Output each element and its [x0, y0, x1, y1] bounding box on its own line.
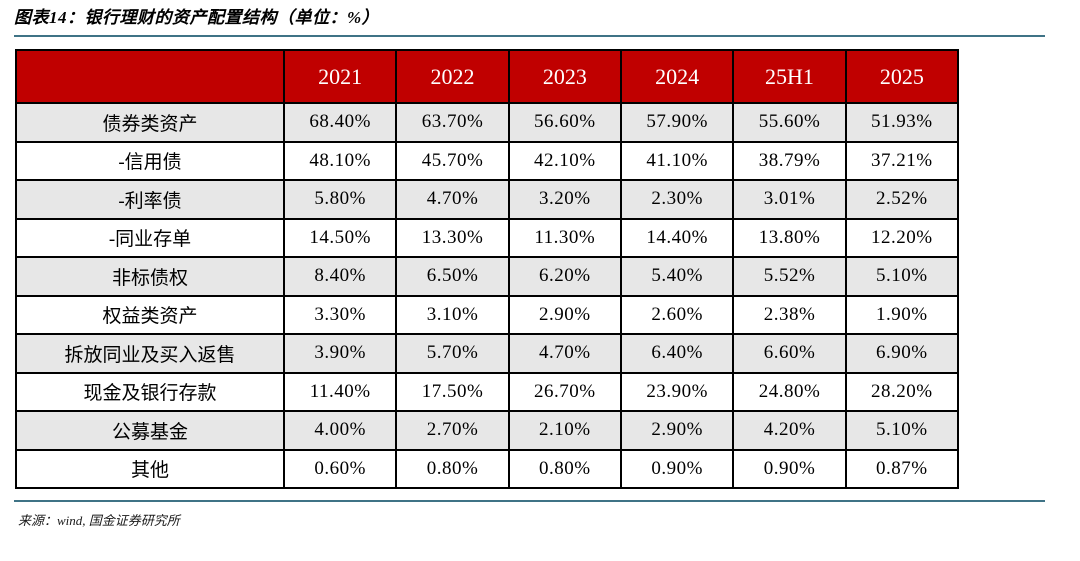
figure-title: 图表14：银行理财的资产配置结构（单位：%）	[14, 8, 380, 27]
value-cell: 5.40%	[619, 256, 735, 297]
asset-row: 其他 0.60% 0.80% 0.80% 0.90% 0.90% 0.87%	[15, 448, 960, 489]
year-header-cell: 2024	[619, 49, 735, 104]
asset-row: -同业存单 14.50% 13.30% 11.30% 14.40% 13.80% 12.20…	[15, 217, 960, 258]
value-cell: 63.70%	[395, 102, 510, 143]
value-cell: 11.30%	[507, 217, 622, 258]
value-cell: 6.90%	[844, 333, 960, 374]
value-cell: 6.40%	[619, 333, 735, 374]
value-cell: 8.40%	[282, 256, 398, 297]
header-row: 2021 2022 2023 2024 25H1 2025	[15, 49, 960, 104]
asset-row: -利率债 5.80% 4.70% 3.20% 2.30% 3.01% 2.52%	[15, 179, 960, 220]
value-cell: 3.01%	[732, 179, 847, 220]
value-cell: 26.70%	[507, 371, 622, 412]
value-cell: 13.30%	[395, 217, 510, 258]
asset-label-cell: 权益类资产	[15, 294, 285, 335]
value-cell: 5.80%	[282, 179, 398, 220]
value-cell: 57.90%	[619, 102, 735, 143]
value-cell: 5.10%	[844, 410, 960, 451]
footer-divider	[14, 500, 1045, 502]
year-header-cell: 2021	[282, 49, 398, 104]
asset-label-cell: 现金及银行存款	[15, 371, 285, 412]
value-cell: 14.40%	[619, 217, 735, 258]
value-cell: 6.50%	[395, 256, 510, 297]
asset-label-cell: 拆放同业及买入返售	[15, 333, 285, 374]
asset-label-cell: 其他	[15, 448, 285, 489]
value-cell: 0.90%	[619, 448, 735, 489]
asset-row: -信用债 48.10% 45.70% 42.10% 41.10% 38.79% 37.21%	[15, 140, 960, 181]
asset-row: 现金及银行存款 11.40% 17.50% 26.70% 23.90% 24.80% 28.…	[15, 371, 960, 412]
value-cell: 3.30%	[282, 294, 398, 335]
year-header-cell: 25H1	[732, 49, 847, 104]
value-cell: 4.20%	[732, 410, 847, 451]
value-cell: 2.30%	[619, 179, 735, 220]
year-header-cell: 2025	[844, 49, 960, 104]
table-body: 债券类资产 68.40% 63.70% 56.60% 57.90% 55.60% 51.93…	[15, 102, 960, 489]
value-cell: 13.80%	[732, 217, 847, 258]
value-cell: 3.20%	[507, 179, 622, 220]
value-cell: 2.90%	[619, 410, 735, 451]
title-divider	[14, 35, 1045, 37]
asset-row: 债券类资产 68.40% 63.70% 56.60% 57.90% 55.60% 51.93…	[15, 102, 960, 143]
value-cell: 4.70%	[395, 179, 510, 220]
value-cell: 2.60%	[619, 294, 735, 335]
table-header: 2021 2022 2023 2024 25H1 2025	[15, 49, 960, 104]
value-cell: 5.70%	[395, 333, 510, 374]
asset-allocation-table: 2021 2022 2023 2024 25H1 2025 债券类资产 68.40% 63.7…	[15, 49, 960, 489]
asset-label-cell: 非标债权	[15, 256, 285, 297]
value-cell: 28.20%	[844, 371, 960, 412]
report-figure: 图表14：银行理财的资产配置结构（单位：%） 2021 2022 2023 2024 2…	[0, 8, 1080, 561]
asset-row: 权益类资产 3.30% 3.10% 2.90% 2.60% 2.38% 1.90%	[15, 294, 960, 335]
value-cell: 41.10%	[619, 140, 735, 181]
value-cell: 6.60%	[732, 333, 847, 374]
value-cell: 45.70%	[395, 140, 510, 181]
value-cell: 5.52%	[732, 256, 847, 297]
value-cell: 17.50%	[395, 371, 510, 412]
value-cell: 14.50%	[282, 217, 398, 258]
value-cell: 2.90%	[507, 294, 622, 335]
year-header-cell: 2022	[395, 49, 510, 104]
value-cell: 48.10%	[282, 140, 398, 181]
value-cell: 56.60%	[507, 102, 622, 143]
value-cell: 0.80%	[395, 448, 510, 489]
value-cell: 37.21%	[844, 140, 960, 181]
asset-row: 拆放同业及买入返售 3.90% 5.70% 4.70% 6.40% 6.60% 6.90%	[15, 333, 960, 374]
value-cell: 2.10%	[507, 410, 622, 451]
value-cell: 0.80%	[507, 448, 622, 489]
value-cell: 55.60%	[732, 102, 847, 143]
asset-label-cell: 公募基金	[15, 410, 285, 451]
value-cell: 1.90%	[844, 294, 960, 335]
value-cell: 5.10%	[844, 256, 960, 297]
value-cell: 0.90%	[732, 448, 847, 489]
value-cell: 24.80%	[732, 371, 847, 412]
value-cell: 51.93%	[844, 102, 960, 143]
corner-cell	[15, 49, 285, 104]
value-cell: 2.70%	[395, 410, 510, 451]
value-cell: 3.10%	[395, 294, 510, 335]
year-header-cell: 2023	[507, 49, 622, 104]
asset-label-cell: 债券类资产	[15, 102, 285, 143]
value-cell: 23.90%	[619, 371, 735, 412]
asset-label-cell: -利率债	[15, 179, 285, 220]
value-cell: 2.38%	[732, 294, 847, 335]
asset-label-cell: -信用债	[15, 140, 285, 181]
asset-row: 公募基金 4.00% 2.70% 2.10% 2.90% 4.20% 5.10%	[15, 410, 960, 451]
value-cell: 11.40%	[282, 371, 398, 412]
value-cell: 42.10%	[507, 140, 622, 181]
value-cell: 0.87%	[844, 448, 960, 489]
value-cell: 2.52%	[844, 179, 960, 220]
source-note: 来源：wind, 国金证券研究所	[18, 513, 180, 528]
value-cell: 3.90%	[282, 333, 398, 374]
asset-row: 非标债权 8.40% 6.50% 6.20% 5.40% 5.52% 5.10%	[15, 256, 960, 297]
value-cell: 6.20%	[507, 256, 622, 297]
value-cell: 12.20%	[844, 217, 960, 258]
value-cell: 0.60%	[282, 448, 398, 489]
value-cell: 68.40%	[282, 102, 398, 143]
value-cell: 4.70%	[507, 333, 622, 374]
asset-label-cell: -同业存单	[15, 217, 285, 258]
value-cell: 4.00%	[282, 410, 398, 451]
value-cell: 38.79%	[732, 140, 847, 181]
